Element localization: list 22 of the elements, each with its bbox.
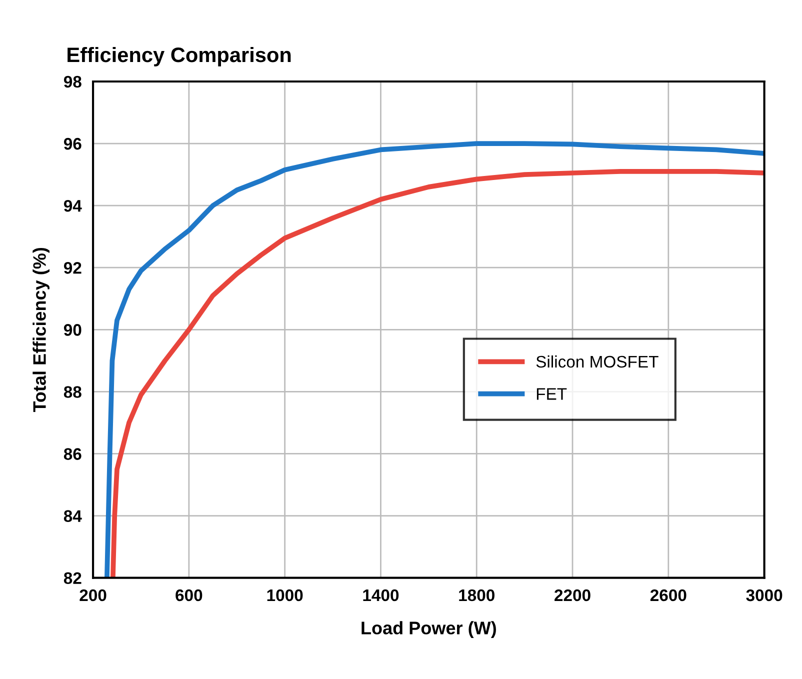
y-tick-label: 92 (64, 262, 82, 274)
legend-label: FET (536, 388, 567, 400)
x-tick-label: 2600 (650, 589, 686, 602)
x-tick-label: 1800 (459, 589, 494, 602)
y-tick-label: 88 (64, 386, 82, 398)
y-axis-title: Total Efficiency (%) (32, 248, 50, 412)
x-tick-label: 1400 (363, 589, 399, 602)
x-tick-label: 1000 (267, 589, 303, 602)
x-tick-label: 3000 (746, 589, 782, 602)
chart-title: Efficiency Comparison (68, 46, 291, 66)
x-tick-label: 600 (176, 589, 202, 602)
y-tick-label: 94 (64, 200, 82, 212)
x-axis-title: Load Power (W) (362, 621, 496, 638)
y-tick-label: 90 (64, 324, 82, 336)
y-tick-label: 86 (64, 448, 82, 460)
y-tick-label: 82 (64, 572, 82, 584)
y-tick-label: 98 (64, 76, 82, 88)
x-tick-label: 200 (80, 589, 106, 602)
x-tick-label: 2200 (554, 589, 590, 602)
y-tick-label: 96 (64, 138, 82, 150)
legend-label: Silicon MOSFET (536, 355, 658, 368)
y-tick-label: 84 (64, 510, 82, 522)
